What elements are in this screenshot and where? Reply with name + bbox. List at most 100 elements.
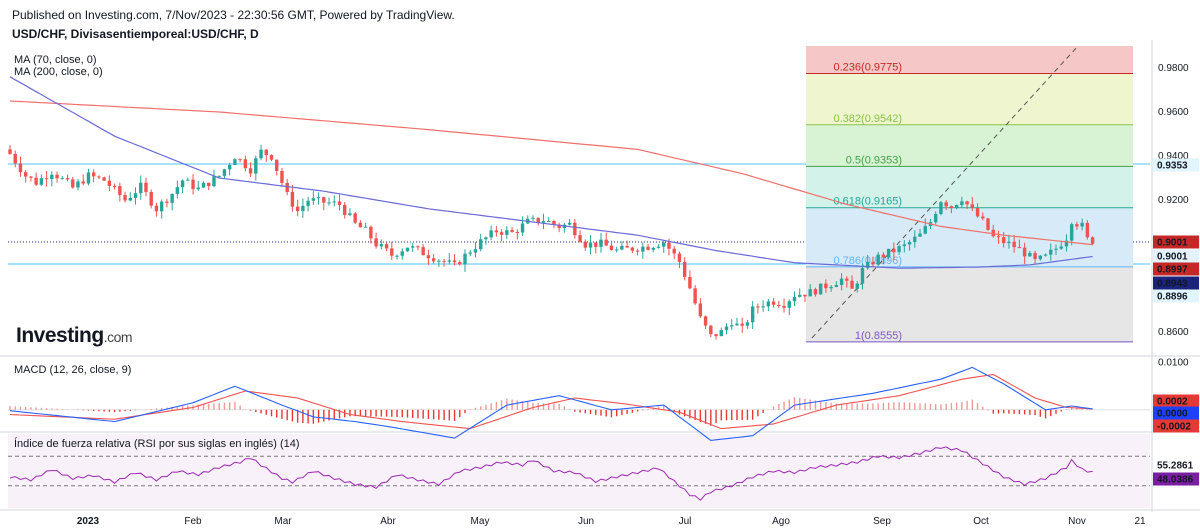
investing-logo: Investing.com <box>16 324 133 348</box>
candle-body <box>761 306 765 308</box>
candle-body <box>269 155 274 160</box>
candle-body <box>520 223 525 233</box>
price-tag-text: 0.8896 <box>1157 292 1188 303</box>
candle-body <box>766 301 771 307</box>
time-axis-tick: Oct <box>973 516 989 527</box>
price-tag-text: 55.2861 <box>1157 461 1194 472</box>
candle-body <box>91 172 96 177</box>
price-tag-bg <box>1153 289 1199 303</box>
candle-body <box>693 288 697 304</box>
candle-body <box>191 179 195 190</box>
candle-body <box>34 177 38 185</box>
candle-body <box>735 323 739 326</box>
price-axis-tick: 0.9400 <box>1158 151 1189 162</box>
time-axis-tick: Abr <box>380 516 396 527</box>
candle-body <box>939 202 943 215</box>
candle <box>159 199 164 219</box>
candle <box>510 227 514 233</box>
candle <box>60 175 64 180</box>
tag-last-price: 0.9001 <box>1153 235 1199 249</box>
candle <box>458 260 462 266</box>
candle-body <box>682 261 687 277</box>
candle-body <box>416 246 420 248</box>
candle <box>902 240 907 253</box>
candle-body <box>975 208 980 217</box>
candle <box>1012 235 1016 253</box>
candle-body <box>55 174 59 179</box>
candle <box>614 246 619 253</box>
candle-body <box>437 260 441 262</box>
candle <box>431 254 436 264</box>
candle <box>907 239 912 251</box>
price-tag-text: 0.9001 <box>1157 238 1188 249</box>
candle-body <box>798 294 802 297</box>
candle <box>280 168 284 188</box>
candle <box>970 196 975 212</box>
candle-body <box>1054 248 1058 250</box>
price-tag-bg <box>1153 419 1199 433</box>
candle-body <box>902 244 907 247</box>
candle <box>248 162 253 178</box>
candle <box>1043 253 1048 257</box>
time-axis-tick: Feb <box>184 516 202 527</box>
candle <box>693 285 697 306</box>
candle-body <box>881 254 886 258</box>
candle-body <box>259 149 263 159</box>
candle <box>86 168 91 186</box>
candle-body <box>510 230 514 233</box>
candle-body <box>1022 247 1027 257</box>
candle <box>573 219 577 239</box>
candle <box>123 191 127 203</box>
candle-body <box>227 164 232 170</box>
candle-body <box>133 193 138 198</box>
candle <box>745 319 750 329</box>
candle-body <box>139 182 143 194</box>
candle <box>353 211 357 225</box>
time-axis-tick: Jun <box>578 516 594 527</box>
price-tag-bg <box>1153 458 1199 472</box>
candle <box>269 154 274 162</box>
candle-body <box>165 201 169 203</box>
candle-body <box>275 159 279 171</box>
candle-body <box>1085 222 1090 238</box>
candle <box>369 225 373 244</box>
candle-body <box>604 239 608 246</box>
chart-gridlines <box>0 40 1200 512</box>
candle-body <box>750 306 755 323</box>
candle-body <box>358 222 363 228</box>
candle-body <box>588 242 593 248</box>
candle <box>641 242 645 259</box>
candle-body <box>1028 252 1032 257</box>
candle <box>730 319 734 330</box>
macd-panel <box>8 366 1150 441</box>
ma200-line <box>9 76 1093 269</box>
candle-body <box>1007 241 1011 244</box>
candle <box>954 204 959 210</box>
candle <box>442 258 446 267</box>
candle <box>960 196 964 208</box>
candle-body <box>316 197 321 199</box>
candle-body <box>1012 241 1016 248</box>
candle <box>390 241 394 261</box>
candle <box>583 239 587 251</box>
logo-main: Investing <box>16 324 104 347</box>
candle-body <box>8 149 12 154</box>
candle <box>881 252 886 265</box>
candle <box>996 230 1001 244</box>
candle <box>499 229 504 242</box>
candle-body <box>641 246 645 252</box>
macd-axis-tick: 0.0100 <box>1158 358 1189 369</box>
price-tag-bg <box>1153 276 1199 290</box>
candle <box>1085 220 1090 240</box>
candle-body <box>217 175 221 177</box>
candle-body <box>405 247 410 252</box>
candle <box>196 180 200 191</box>
candle <box>698 298 703 318</box>
price-tag-text: -0.0002 <box>1157 422 1191 433</box>
price-tag-bg <box>1153 249 1199 263</box>
candle-body <box>390 248 394 256</box>
candle-body <box>50 174 54 180</box>
candle <box>975 203 980 218</box>
fib-level-label: 0.5(0.9353) <box>846 154 902 166</box>
